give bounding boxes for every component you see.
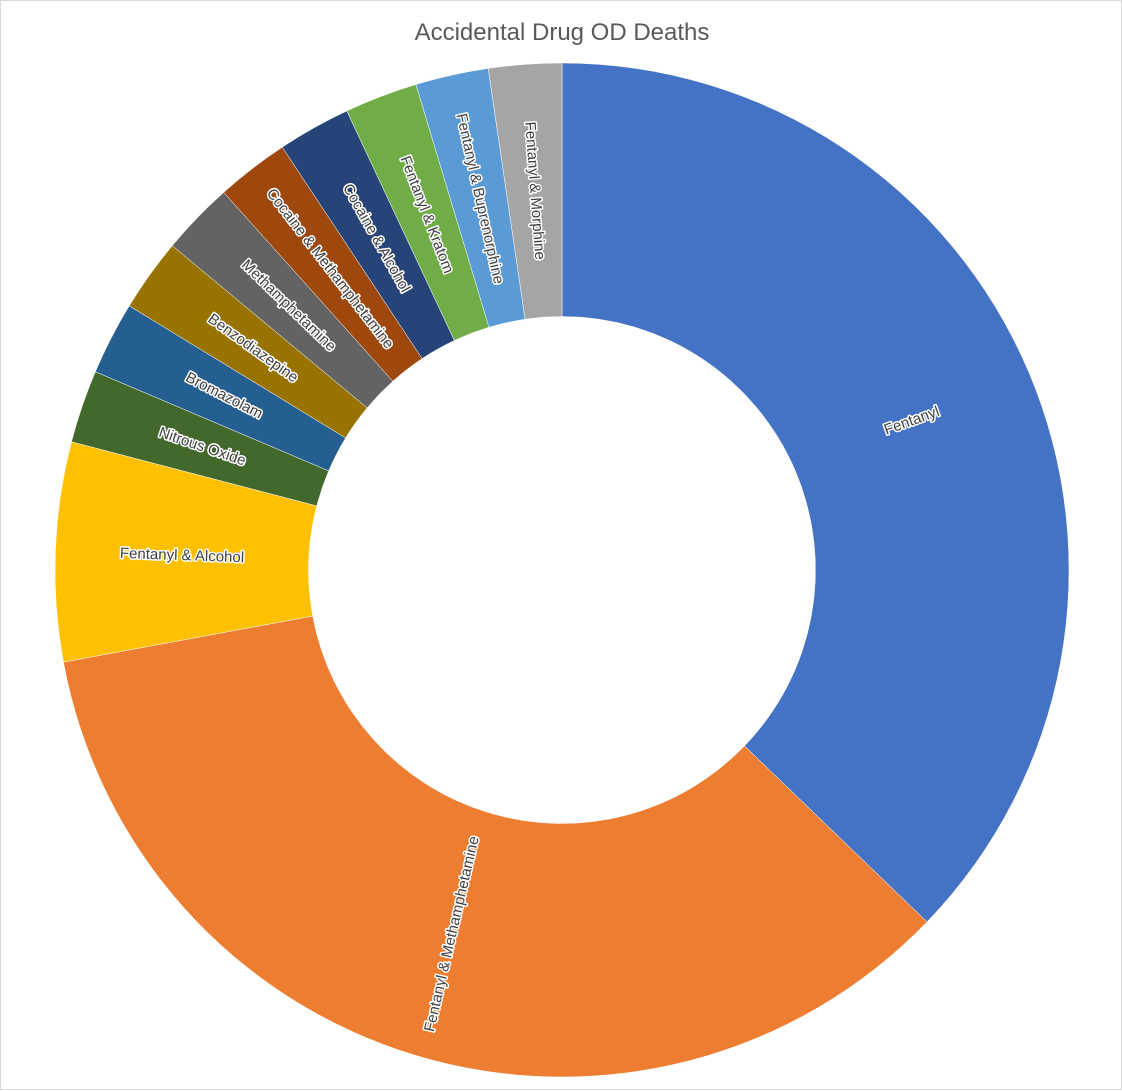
slice-fentanyl-morphine[interactable] [487, 62, 563, 320]
data-label: Fentanyl & Alcohol [120, 545, 245, 566]
slice-fentanyl[interactable] [561, 62, 1070, 923]
chart-title: Accidental Drug OD Deaths [414, 19, 710, 46]
slice-fentanyl-methamphetamine[interactable] [63, 615, 928, 1078]
